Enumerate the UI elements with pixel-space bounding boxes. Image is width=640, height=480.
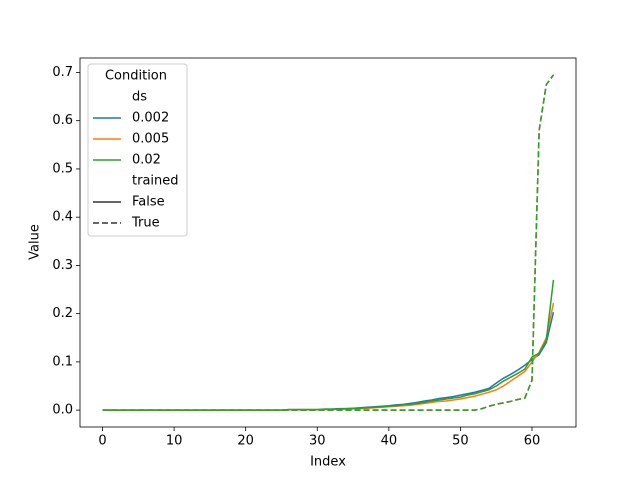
- y-tick-label: 0.3: [52, 258, 73, 273]
- x-axis-label: Index: [310, 455, 346, 470]
- x-tick-label: 40: [381, 434, 398, 449]
- y-tick-label: 0.4: [52, 210, 73, 225]
- x-tick-label: 30: [309, 434, 326, 449]
- legend-box: [87, 63, 188, 237]
- y-tick-label: 0.7: [52, 65, 73, 80]
- legend-label: True: [131, 216, 160, 231]
- legend-label: False: [132, 195, 165, 210]
- x-tick-label: 10: [166, 434, 183, 449]
- y-tick-label: 0.1: [52, 354, 73, 369]
- y-tick-label: 0.5: [52, 161, 73, 176]
- legend-subtitle: ds: [132, 90, 147, 105]
- series-line: [102, 74, 555, 411]
- x-tick-label: 60: [524, 434, 541, 449]
- legend-label: 0.002: [132, 111, 169, 126]
- y-tick-label: 0.0: [52, 403, 73, 418]
- legend-title: Condition: [105, 69, 167, 84]
- plot-frame: [79, 57, 577, 428]
- x-tick-label: 50: [452, 434, 469, 449]
- legend-subtitle: trained: [132, 174, 179, 189]
- x-tick-label: 20: [237, 434, 254, 449]
- y-axis-label: Value: [28, 224, 43, 260]
- legend-label: 0.02: [132, 153, 161, 168]
- x-tick-label: 0: [98, 434, 106, 449]
- y-tick-label: 0.2: [52, 306, 73, 321]
- y-tick-label: 0.6: [52, 113, 73, 128]
- legend-label: 0.005: [132, 132, 169, 147]
